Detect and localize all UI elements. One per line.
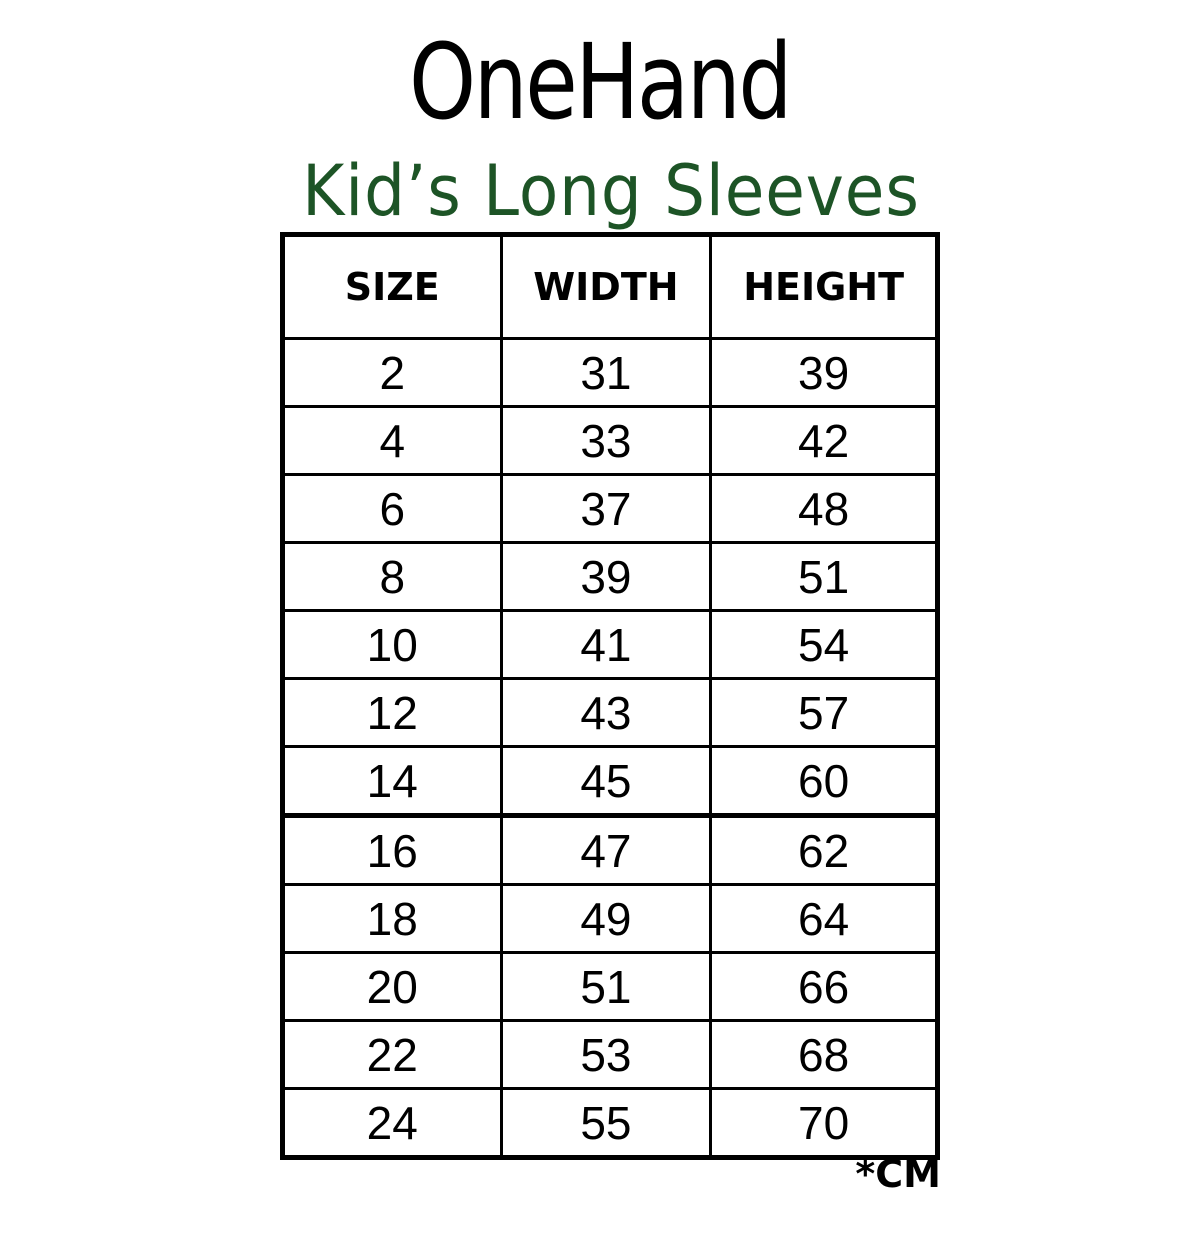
height-cell: 54	[709, 609, 939, 680]
table-row: 10 41 54	[281, 609, 939, 680]
width-cell: 39	[499, 541, 713, 612]
size-cell: 16	[281, 813, 503, 886]
height-cell: 39	[709, 337, 939, 408]
table-row: 2 31 39	[281, 337, 939, 408]
width-cell: 45	[499, 745, 713, 817]
width-cell: 43	[499, 677, 713, 748]
size-table: SIZE WIDTH HEIGHT 2 31 39 4 33 42 6 37 48 8 39 51 10…	[280, 232, 940, 1160]
size-cell: 12	[281, 677, 503, 748]
width-cell: 47	[499, 813, 713, 886]
height-cell: 51	[709, 541, 939, 612]
size-cell: 8	[281, 541, 503, 612]
chart-subtitle: Kid’s Long Sleeves	[302, 150, 920, 232]
header-width: WIDTH	[499, 233, 713, 340]
unit-note: *CM	[855, 1152, 941, 1196]
size-cell: 6	[281, 473, 503, 544]
height-cell: 70	[709, 1087, 939, 1159]
height-cell: 68	[709, 1019, 939, 1090]
width-cell: 55	[499, 1087, 713, 1159]
height-cell: 48	[709, 473, 939, 544]
size-cell: 20	[281, 951, 503, 1022]
header-height: HEIGHT	[709, 233, 939, 340]
height-cell: 57	[709, 677, 939, 748]
size-cell: 10	[281, 609, 503, 680]
table-row: 20 51 66	[281, 951, 939, 1022]
size-cell: 2	[281, 337, 503, 408]
size-cell: 22	[281, 1019, 503, 1090]
height-cell: 42	[709, 405, 939, 476]
table-row: 22 53 68	[281, 1019, 939, 1090]
width-cell: 37	[499, 473, 713, 544]
width-cell: 33	[499, 405, 713, 476]
width-cell: 51	[499, 951, 713, 1022]
width-cell: 31	[499, 337, 713, 408]
size-cell: 4	[281, 405, 503, 476]
table-row: 12 43 57	[281, 677, 939, 748]
header-size: SIZE	[281, 233, 503, 340]
table-row: 14 45 60	[281, 745, 939, 817]
width-cell: 49	[499, 883, 713, 954]
height-cell: 60	[709, 745, 939, 817]
size-cell: 18	[281, 883, 503, 954]
width-cell: 41	[499, 609, 713, 680]
size-cell: 24	[281, 1087, 503, 1159]
height-cell: 66	[709, 951, 939, 1022]
table-row: 6 37 48	[281, 473, 939, 544]
size-cell: 14	[281, 745, 503, 817]
width-cell: 53	[499, 1019, 713, 1090]
height-cell: 64	[709, 883, 939, 954]
header-row: SIZE WIDTH HEIGHT	[281, 233, 939, 340]
table-row: 16 47 62	[281, 813, 939, 886]
height-cell: 62	[709, 813, 939, 886]
brand-title: OneHand	[409, 21, 792, 143]
table-row: 4 33 42	[281, 405, 939, 476]
table-row: 18 49 64	[281, 883, 939, 954]
table-row: 8 39 51	[281, 541, 939, 612]
table-row: 24 55 70	[281, 1087, 939, 1159]
